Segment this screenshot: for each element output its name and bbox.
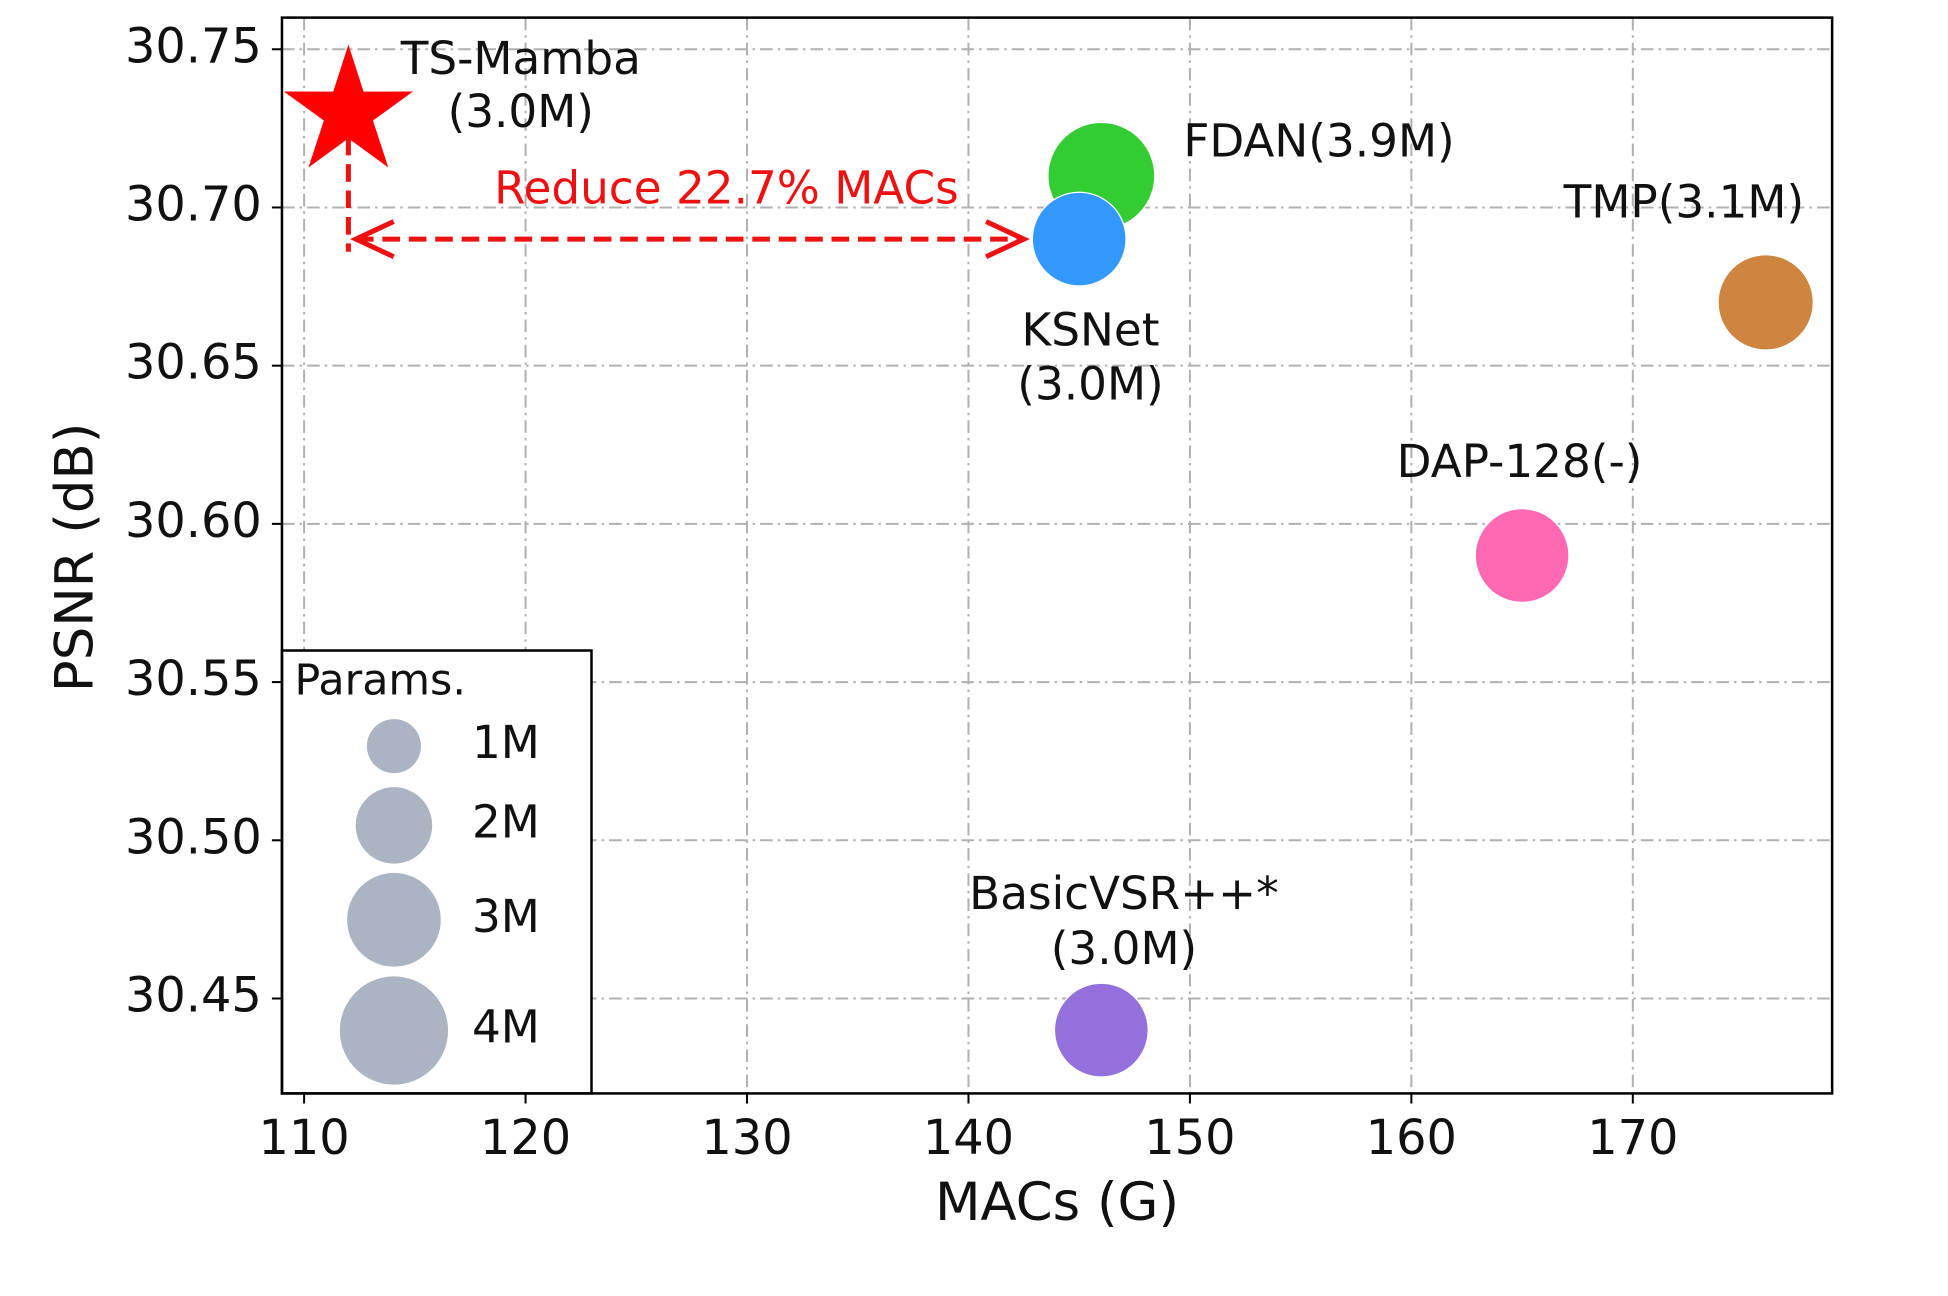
- legend-bubble: [339, 976, 449, 1085]
- annotation: Reduce 22.7% MACs: [494, 161, 959, 214]
- x-tick-label: 110: [258, 1111, 349, 1166]
- legend-bubble: [347, 872, 441, 967]
- legend-label: 3M: [472, 890, 540, 943]
- x-tick-label: 160: [1366, 1111, 1457, 1166]
- point-label: (3.0M): [1017, 358, 1163, 411]
- point-label: FDAN(3.9M): [1183, 114, 1454, 167]
- x-tick-label: 150: [1144, 1111, 1235, 1166]
- point-label: TMP(3.1M): [1563, 176, 1804, 229]
- plot-frame: [280, 16, 1834, 1095]
- point-label: KSNet: [1022, 303, 1160, 356]
- arrow-head: [985, 219, 1030, 260]
- y-tick-label: 30.70: [125, 177, 262, 232]
- x-tick-label: 170: [1587, 1111, 1678, 1166]
- arrow-head: [349, 219, 395, 260]
- point-label: DAP-128(-): [1397, 435, 1643, 488]
- bubble: [1053, 982, 1149, 1078]
- x-tick-label: 130: [701, 1111, 792, 1166]
- y-tick-label: 30.55: [125, 652, 262, 707]
- bubble: [1031, 191, 1127, 287]
- y-tick-label: 30.65: [125, 336, 262, 391]
- bubble: [1717, 254, 1814, 351]
- x-tick-label: 120: [480, 1111, 571, 1166]
- y-axis-label: PSNR (dB): [45, 423, 106, 692]
- legend-label: 4M: [472, 1001, 540, 1054]
- legend-bubble: [366, 719, 421, 774]
- legend-title: Params.: [295, 656, 466, 706]
- legend-label: 2M: [472, 795, 540, 848]
- x-axis-label: MACs (G): [935, 1172, 1179, 1233]
- point-label: TS-Mamba: [400, 32, 641, 85]
- y-tick-label: 30.50: [125, 810, 262, 865]
- y-tick-label: 30.75: [125, 19, 262, 74]
- x-tick-label: 140: [923, 1111, 1014, 1166]
- y-tick-label: 30.45: [125, 968, 262, 1023]
- legend-label: 1M: [472, 716, 540, 769]
- point-label: (3.0M): [1051, 922, 1197, 975]
- point-label: (3.0M): [448, 85, 594, 138]
- star-point: [283, 44, 414, 168]
- y-tick-label: 30.60: [125, 494, 262, 549]
- bubble: [1474, 508, 1570, 604]
- point-label: BasicVSR++*: [969, 867, 1279, 920]
- legend-bubble: [355, 787, 433, 864]
